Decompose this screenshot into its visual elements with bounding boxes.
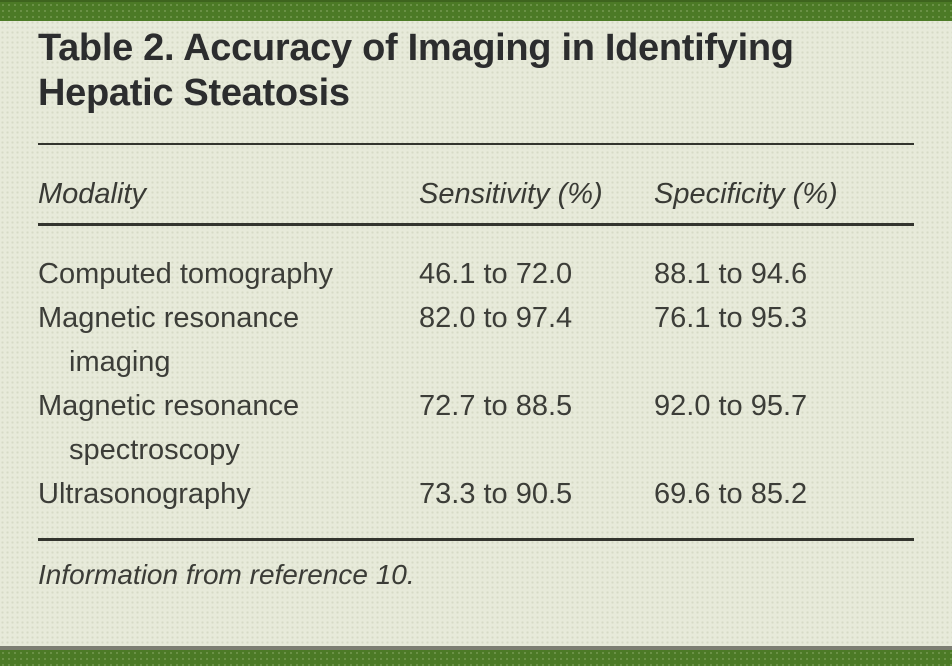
bottom-accent-bar bbox=[0, 650, 952, 666]
table-header-row: Modality Sensitivity (%) Specificity (%) bbox=[38, 175, 914, 213]
sensitivity-cell: 73.3 to 90.5 bbox=[419, 478, 573, 510]
table-row: Ultrasonography 73.3 to 90.5 69.6 to 85.… bbox=[38, 472, 914, 516]
modality-cell: Ultrasonography bbox=[38, 478, 251, 510]
column-header-specificity: Specificity (%) bbox=[654, 178, 838, 210]
modality-cell: Computed tomography bbox=[38, 258, 333, 290]
table-body: Computed tomography 46.1 to 72.0 88.1 to… bbox=[38, 252, 914, 516]
header-divider bbox=[38, 223, 914, 226]
table-row: Magnetic resonance imaging 82.0 to 97.4 … bbox=[38, 296, 914, 384]
column-header-sensitivity: Sensitivity (%) bbox=[419, 178, 603, 210]
top-accent-bar bbox=[0, 0, 952, 21]
footnote: Information from reference 10. bbox=[38, 559, 415, 590]
footer-divider bbox=[38, 538, 914, 541]
table-row: Magnetic resonance spectroscopy 72.7 to … bbox=[38, 384, 914, 472]
specificity-cell: 88.1 to 94.6 bbox=[654, 258, 808, 290]
sensitivity-cell: 72.7 to 88.5 bbox=[419, 390, 573, 422]
modality-cell: Magnetic resonance spectroscopy bbox=[38, 390, 300, 466]
sensitivity-cell: 82.0 to 97.4 bbox=[419, 302, 573, 334]
specificity-cell: 69.6 to 85.2 bbox=[654, 478, 808, 510]
bottom-gray-divider bbox=[0, 646, 952, 650]
column-header-modality: Modality bbox=[38, 178, 146, 210]
table-title: Table 2. Accuracy of Imaging in Identify… bbox=[38, 27, 794, 114]
title-divider bbox=[38, 143, 914, 145]
table-content: Table 2. Accuracy of Imaging in Identify… bbox=[0, 26, 952, 593]
sensitivity-cell: 46.1 to 72.0 bbox=[419, 258, 573, 290]
specificity-cell: 92.0 to 95.7 bbox=[654, 390, 808, 422]
modality-cell: Magnetic resonance imaging bbox=[38, 302, 300, 378]
table-row: Computed tomography 46.1 to 72.0 88.1 to… bbox=[38, 252, 914, 296]
specificity-cell: 76.1 to 95.3 bbox=[654, 302, 808, 334]
